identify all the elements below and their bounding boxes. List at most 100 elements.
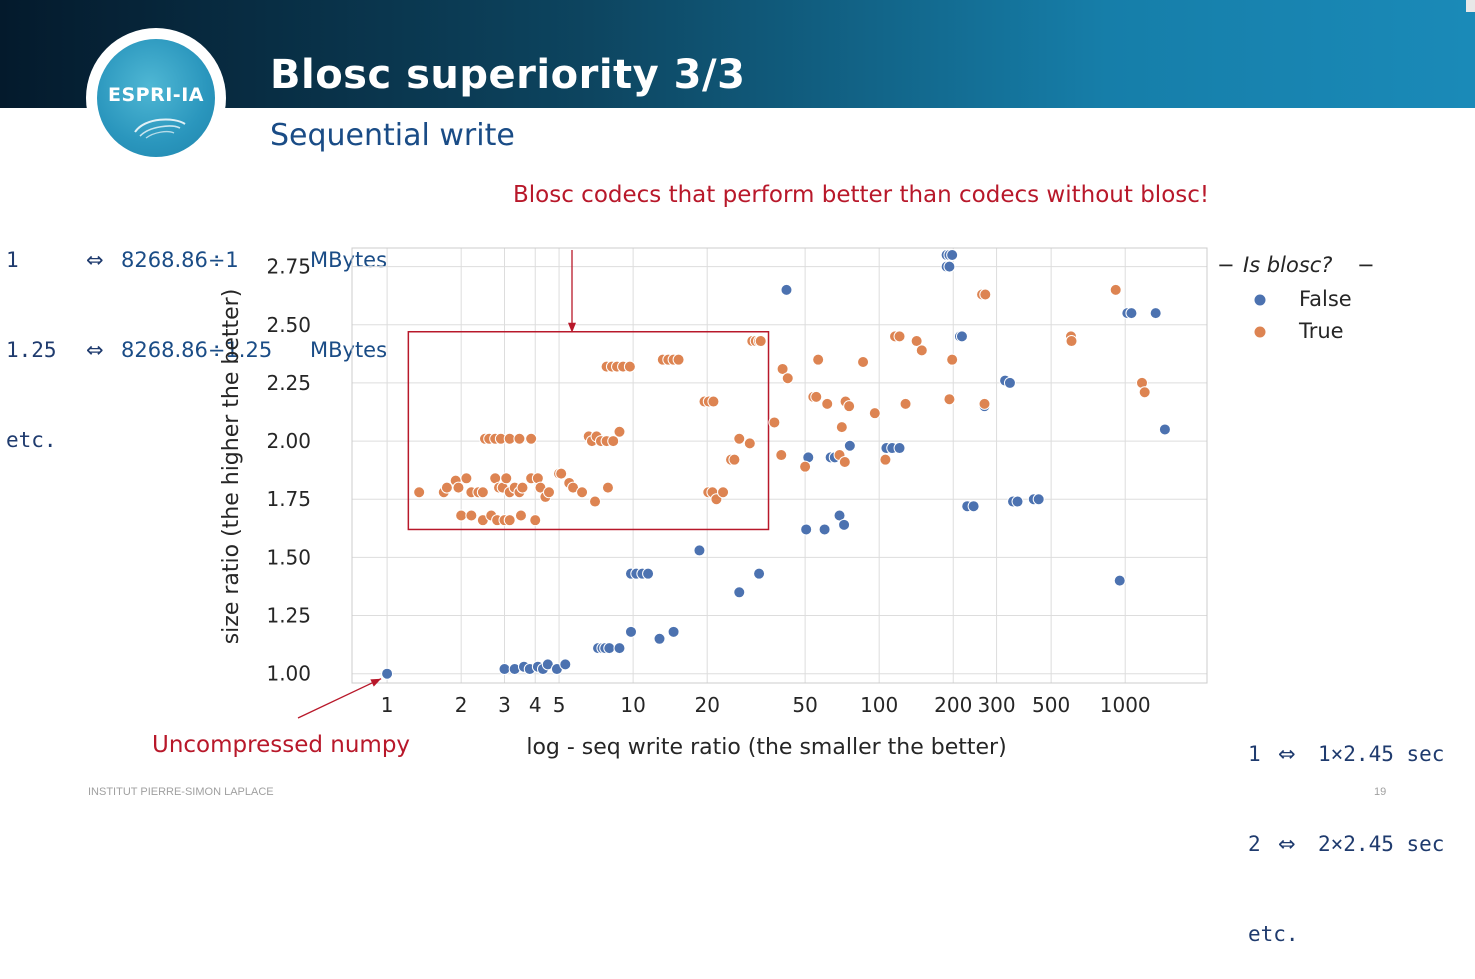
data-point-true — [452, 481, 465, 494]
data-point-false — [642, 567, 655, 580]
data-point-false — [1158, 423, 1171, 436]
note-row: 1.25 ⇔ 8268.86÷1.25 MBytes — [6, 335, 387, 365]
data-point-false — [753, 567, 766, 580]
data-point-true — [455, 509, 468, 522]
data-point-true — [943, 393, 956, 406]
data-point-true — [1109, 283, 1122, 296]
data-point-true — [728, 453, 741, 466]
data-point-true — [781, 372, 794, 385]
data-point-true — [810, 390, 823, 403]
note-row: etc. — [1248, 919, 1444, 949]
data-point-true — [555, 467, 568, 480]
y-tick-label: 2.75 — [266, 255, 311, 279]
note-value: 2 — [1248, 832, 1261, 856]
data-point-true — [672, 353, 685, 366]
data-point-false — [1003, 376, 1016, 389]
data-point-true — [743, 437, 756, 450]
data-point-true — [513, 432, 526, 445]
x-tick-label: 2 — [455, 693, 468, 717]
data-point-false — [733, 586, 746, 599]
data-point-true — [516, 481, 529, 494]
note-expr: 1×2.45 sec — [1318, 742, 1445, 766]
arrow-head-icon — [370, 678, 382, 687]
x-tick-label: 4 — [529, 693, 542, 717]
note-row: etc. — [6, 425, 387, 455]
data-point-true — [607, 435, 620, 448]
data-point-false — [603, 642, 616, 655]
annotation-blosc-better: Blosc codecs that perform better than co… — [513, 182, 1210, 208]
x-tick-label: 3 — [498, 693, 511, 717]
data-point-true — [542, 486, 555, 499]
x-tick-label: 1 — [381, 693, 394, 717]
annotation-uncompressed: Uncompressed numpy — [152, 732, 411, 758]
note-unit: MBytes — [310, 338, 388, 362]
data-point-false — [624, 625, 637, 638]
data-point-false — [838, 518, 851, 531]
data-point-false — [818, 523, 831, 536]
note-value: 1 — [1248, 742, 1261, 766]
x-tick-label: 500 — [1032, 693, 1070, 717]
data-point-true — [768, 416, 781, 429]
x-tick-label: 10 — [620, 693, 645, 717]
data-point-true — [868, 407, 881, 420]
y-tick-label: 2.25 — [266, 371, 311, 395]
legend-title: Is blosc? — [1243, 253, 1332, 277]
y-tick-label: 1.75 — [266, 487, 311, 511]
y-axis-label: size ratio (the higher the better) — [219, 289, 244, 645]
x-tick-label: 100 — [860, 693, 898, 717]
note-value: 1 — [6, 248, 19, 272]
data-point-true — [476, 486, 489, 499]
data-point-true — [440, 481, 453, 494]
data-point-false — [1125, 307, 1138, 320]
data-point-false — [946, 248, 959, 261]
page-number: 19 — [1374, 786, 1387, 798]
data-point-true — [1138, 386, 1151, 399]
data-point-false — [613, 642, 626, 655]
y-tick-label: 2.50 — [266, 313, 311, 337]
data-point-true — [978, 397, 991, 410]
corner-mark — [1466, 0, 1475, 12]
x-tick-label: 300 — [977, 693, 1015, 717]
data-point-true — [601, 481, 614, 494]
data-point-true — [899, 397, 912, 410]
logo-text: ESPRI-IA — [108, 84, 204, 106]
data-point-true — [733, 432, 746, 445]
data-point-false — [843, 439, 856, 452]
data-point-true — [799, 460, 812, 473]
logo-disc — [97, 39, 215, 157]
data-point-true — [613, 425, 626, 438]
legend-title-dash: − — [1217, 253, 1235, 277]
data-point-true — [465, 509, 478, 522]
data-point-true — [838, 456, 851, 469]
annotation-arrow-line — [297, 678, 382, 719]
data-point-false — [653, 632, 666, 645]
data-point-false — [1149, 307, 1162, 320]
data-point-true — [514, 509, 527, 522]
footer-institute: INSTITUT PIERRE-SIMON LAPLACE — [88, 786, 274, 798]
y-tick-label: 1.50 — [266, 545, 311, 569]
data-point-true — [979, 288, 992, 301]
data-point-true — [835, 421, 848, 434]
plot-frame — [351, 247, 1208, 684]
size-ratio-note: 1 ⇔ 8268.86÷1 MBytes 1.25 ⇔ 8268.86÷1.25 MByte… — [6, 185, 387, 485]
x-tick-label: 20 — [694, 693, 719, 717]
header-band — [0, 0, 1475, 108]
data-point-false — [943, 260, 956, 273]
swirl-icon — [134, 118, 186, 139]
y-tick-label: 1.00 — [266, 662, 311, 686]
data-point-true — [576, 486, 589, 499]
data-point-true — [1065, 335, 1078, 348]
grid — [352, 248, 1207, 683]
data-point-false — [967, 500, 980, 513]
data-point-true — [776, 362, 789, 375]
note-value: 1.25 — [6, 338, 57, 362]
data-point-true — [500, 472, 513, 485]
legend-label-false: False — [1299, 287, 1352, 311]
equivalence-icon: ⇔ — [1278, 832, 1296, 856]
arrow-head-icon — [568, 322, 576, 333]
note-row: 1 ⇔ 8268.86÷1 MBytes — [6, 245, 387, 275]
data-point-false — [498, 663, 511, 676]
note-expr: 8268.86÷1 — [121, 248, 239, 272]
data-point-true — [707, 395, 720, 408]
x-tick-label: 1000 — [1100, 693, 1151, 717]
